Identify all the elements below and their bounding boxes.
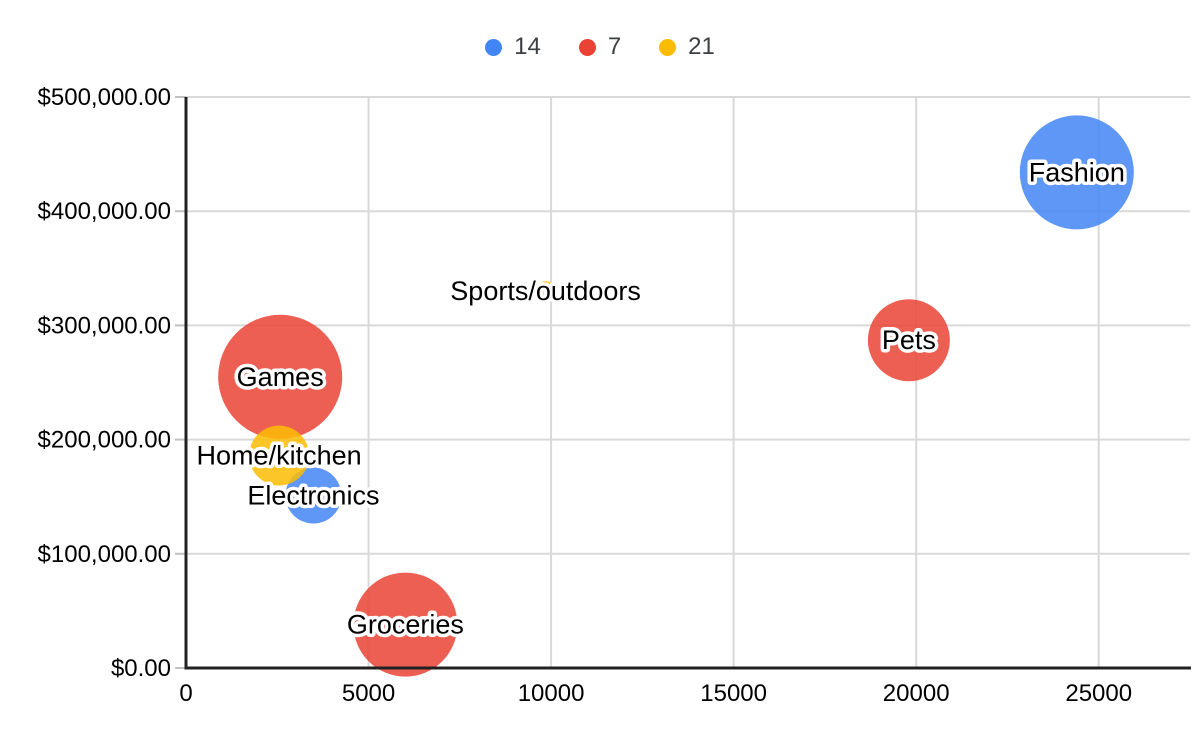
- legend-swatch-icon: [659, 38, 677, 56]
- y-tick-label: $300,000.00: [38, 312, 171, 339]
- legend-item-14[interactable]: 14: [485, 35, 541, 59]
- bubble-label-fashion: Fashion: [1029, 157, 1125, 187]
- x-tick-label: 20000: [883, 680, 950, 707]
- y-tick-label: $100,000.00: [38, 541, 171, 568]
- y-tick-label: $400,000.00: [38, 198, 171, 225]
- bubble-fashion[interactable]: [1019, 115, 1134, 230]
- legend-swatch-icon: [485, 38, 503, 56]
- bubble-home-kitchen[interactable]: [249, 425, 310, 486]
- y-tick-label: $0.00: [111, 655, 171, 682]
- bubble-electronics[interactable]: [285, 467, 342, 524]
- x-tick-label: 15000: [700, 680, 767, 707]
- x-tick-label: 0: [179, 680, 192, 707]
- bubble-label-groceries: Groceries: [347, 610, 464, 640]
- legend-label: 14: [514, 33, 541, 60]
- x-tick-label: 25000: [1065, 680, 1132, 707]
- bubble-groceries[interactable]: [353, 572, 458, 677]
- legend-swatch-icon: [578, 38, 596, 56]
- bubble-label-electronics: Electronics: [247, 481, 379, 511]
- legend-item-7[interactable]: 7: [578, 33, 622, 60]
- bubble-label-sports-outdoors: Sports/outdoors: [450, 276, 641, 306]
- bubble-sports-outdoors[interactable]: [535, 281, 556, 302]
- y-tick-label: $500,000.00: [38, 84, 171, 111]
- bubble-games[interactable]: [218, 314, 343, 439]
- legend-item-21[interactable]: 21: [659, 35, 715, 59]
- bubble-label-home-kitchen: Home/kitchen: [197, 441, 362, 471]
- bubble-label-games: Games: [237, 362, 324, 392]
- x-tick-label: 10000: [518, 680, 585, 707]
- chart-legend: 14 7 21: [0, 30, 1200, 64]
- bubble-label-pets: Pets: [882, 325, 936, 355]
- y-tick-label: $200,000.00: [38, 427, 171, 454]
- bubble-pets[interactable]: [867, 299, 950, 382]
- x-tick-label: 5000: [342, 680, 395, 707]
- legend-label: 21: [688, 33, 715, 60]
- legend-label: 7: [607, 33, 622, 60]
